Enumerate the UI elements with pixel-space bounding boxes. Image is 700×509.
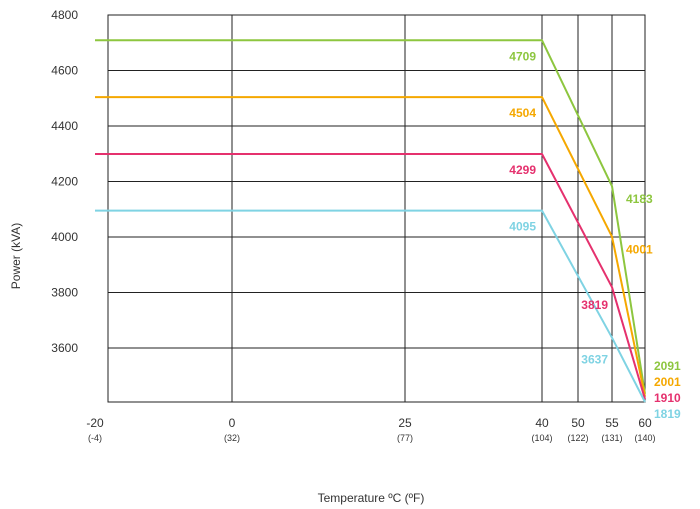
x-axis-title: Temperature ºC (ºF) (318, 491, 425, 505)
plot-frame (107, 14, 646, 403)
x-tick-label: 50 (571, 416, 585, 430)
y-tick-label: 3800 (51, 286, 78, 300)
x-tick-label: 40 (535, 416, 549, 430)
data-label: 4001 (626, 243, 653, 257)
y-tick-label: 3600 (51, 341, 78, 355)
chart-series (95, 39, 646, 403)
data-label: 4299 (509, 163, 536, 177)
x-tick-sublabel: (77) (397, 433, 413, 443)
data-label-end: 1819 (654, 407, 681, 421)
data-label: 3819 (581, 298, 608, 312)
data-label-end: 2091 (654, 359, 681, 373)
series-line-1 (95, 39, 646, 394)
data-label-end: 1910 (654, 391, 681, 405)
chart-grid (107, 14, 646, 403)
series-line-4 (95, 209, 646, 403)
data-label: 4504 (509, 106, 536, 120)
x-tick-label: -20 (86, 416, 104, 430)
y-tick-label: 4400 (51, 119, 78, 133)
series-line-3 (95, 153, 646, 400)
x-tick-label: 25 (398, 416, 412, 430)
y-tick-label: 4000 (51, 230, 78, 244)
x-tick-label: 55 (605, 416, 619, 430)
x-tick-sublabel: (-4) (88, 433, 102, 443)
series-line-2 (95, 96, 646, 397)
data-label: 4183 (626, 192, 653, 206)
data-label-end: 2001 (654, 375, 681, 389)
y-tick-label: 4600 (51, 64, 78, 78)
x-tick-sublabel: (122) (567, 433, 588, 443)
x-tick-sublabel: (104) (531, 433, 552, 443)
x-tick-sublabel: (131) (601, 433, 622, 443)
chart-data-labels: 4709 4183 2091 4504 4001 2001 4299 3819 1910 4095… (509, 49, 681, 421)
y-tick-label: 4200 (51, 175, 78, 189)
chart-tick-labels: 3600 3800 4000 4200 4400 4600 4800 -20 (-4) 0 (32)… (51, 8, 655, 443)
data-label: 3637 (581, 353, 608, 367)
data-label: 4709 (509, 49, 536, 63)
x-tick-sublabel: (140) (634, 433, 655, 443)
y-tick-label: 4800 (51, 8, 78, 22)
x-tick-label: 60 (638, 416, 652, 430)
data-label: 4095 (509, 220, 536, 234)
x-tick-label: 0 (229, 416, 236, 430)
x-tick-sublabel: (32) (224, 433, 240, 443)
y-axis-title: Power (kVA) (9, 223, 23, 289)
